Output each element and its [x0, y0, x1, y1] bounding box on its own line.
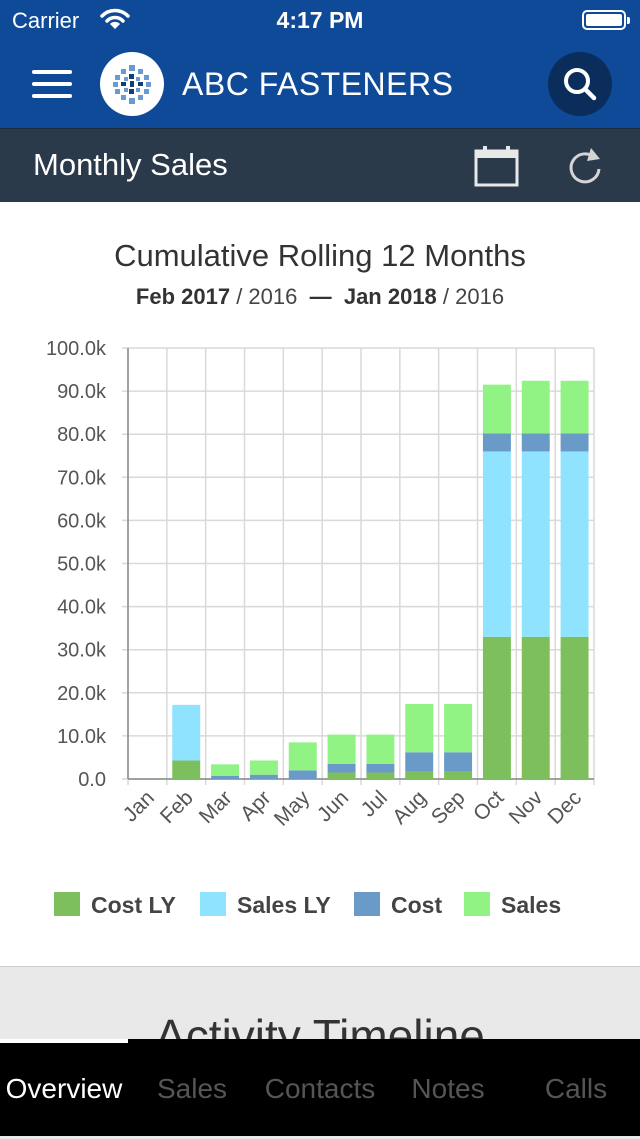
y-tick-label: 60.0k	[57, 510, 107, 532]
y-tick-label: 20.0k	[57, 683, 107, 705]
tab-notes[interactable]: Notes	[411, 1073, 485, 1104]
bar-segment	[444, 752, 473, 772]
range-start: Feb 2017	[135, 284, 231, 309]
logo-icon	[100, 52, 164, 116]
bar-segment	[444, 771, 473, 779]
bar-segment	[366, 763, 395, 773]
x-tick-label: Jan	[119, 786, 159, 826]
legend-swatch	[54, 892, 80, 916]
carrier-label: Carrier	[12, 8, 80, 33]
tab-overview[interactable]: Overview	[5, 1073, 123, 1104]
bar-segment	[327, 763, 356, 773]
bar-segment	[444, 704, 473, 753]
legend-swatch	[464, 892, 490, 916]
bar-segment	[521, 451, 550, 637]
legend-label: Sales LY	[237, 892, 331, 918]
bar-segment	[521, 433, 550, 452]
tab-calls[interactable]: Calls	[544, 1073, 608, 1104]
x-tick-label: Oct	[469, 786, 508, 825]
bar-segment	[560, 451, 589, 637]
stacked-bar-chart: 0.0 10.0k 20.0k 30.0k 40.0k 50.0k 60.0k 70.0k 80…	[46, 338, 595, 831]
y-tick-label: 0.0	[78, 769, 106, 791]
chart-title: Cumulative Rolling 12 Months	[114, 238, 526, 273]
bar-segment	[560, 433, 589, 452]
legend-label: Cost LY	[91, 892, 176, 918]
x-tick-label: Apr	[236, 786, 275, 825]
bar-segment	[172, 704, 201, 761]
bar-segment	[172, 760, 201, 779]
bar-segment	[482, 451, 511, 637]
x-tick-label: Nov	[505, 786, 548, 829]
brand-name: ABC FASTENERS	[182, 66, 454, 102]
top-nav-bar: ABC FASTENERS	[0, 40, 640, 128]
bar-segment	[405, 771, 434, 779]
calendar-icon[interactable]	[474, 145, 520, 192]
x-tick-label: Dec	[543, 786, 586, 829]
x-tick-label: Jul	[357, 786, 392, 821]
range-end-compare: / 2016	[436, 284, 505, 309]
bar-segment	[560, 636, 589, 779]
active-tab-indicator	[0, 1039, 128, 1043]
bar-segment	[327, 772, 356, 779]
y-tick-label: 30.0k	[57, 640, 107, 662]
bar-segment	[327, 734, 356, 764]
chart-legend: Cost LY Sales LY Cost Sales	[0, 890, 640, 920]
refresh-icon[interactable]	[566, 145, 606, 192]
sales-chart-card: Cumulative Rolling 12 Months Feb 2017 / …	[0, 202, 640, 967]
x-tick-label: Mar	[195, 786, 237, 828]
tab-sales[interactable]: Sales	[156, 1073, 228, 1104]
legend-swatch	[354, 892, 380, 916]
range-start-compare: / 2016	[230, 284, 298, 309]
y-tick-label: 80.0k	[57, 424, 107, 446]
y-tick-label: 90.0k	[57, 381, 107, 403]
page-header: Monthly Sales	[0, 128, 640, 203]
bar-segment	[521, 380, 550, 434]
y-tick-label: 40.0k	[57, 597, 107, 619]
x-tick-label: May	[270, 786, 315, 831]
bar-segment	[249, 760, 278, 775]
y-tick-label: 50.0k	[57, 554, 107, 576]
bar-segment	[366, 734, 395, 764]
bar-segment	[288, 742, 317, 771]
bar-segment	[288, 770, 317, 779]
tab-contacts[interactable]: Contacts	[264, 1073, 376, 1104]
bar-segment	[521, 636, 550, 779]
legend-swatch	[200, 892, 226, 916]
chart-date-range: Feb 2017 / 2016 — Jan 2018 / 2016	[0, 284, 640, 310]
range-end: Jan 2018	[343, 284, 437, 309]
bar-segment	[211, 764, 240, 776]
battery-icon	[582, 10, 630, 30]
search-button[interactable]	[548, 52, 612, 116]
x-tick-label: Aug	[388, 786, 431, 829]
y-tick-label: 70.0k	[57, 467, 107, 489]
bar-segment	[366, 772, 395, 779]
bar-segment	[560, 380, 589, 434]
search-icon	[564, 68, 597, 101]
activity-title: Activity Timeline	[155, 1010, 485, 1039]
page-title: Monthly Sales	[33, 147, 228, 182]
x-tick-label: Jun	[313, 786, 353, 826]
wifi-icon	[100, 8, 130, 35]
y-tick-label: 100.0k	[46, 338, 107, 360]
bottom-tab-bar: Overview Sales Contacts Notes Calls	[0, 1039, 640, 1136]
y-tick-label: 10.0k	[57, 726, 107, 748]
clock: 4:17 PM	[276, 7, 364, 33]
bar-segment	[482, 636, 511, 779]
range-dash: —	[309, 284, 332, 309]
bar-segment	[249, 774, 278, 779]
bar-segment	[482, 433, 511, 452]
bar-segment	[211, 775, 240, 779]
legend-label: Sales	[501, 892, 562, 918]
x-tick-label: Feb	[156, 786, 198, 828]
status-bar: Carrier 4:17 PM	[0, 0, 640, 40]
activity-section: Activity Timeline	[0, 967, 640, 1039]
legend-label: Cost	[391, 892, 443, 918]
bar-segment	[405, 704, 434, 753]
x-tick-label: Sep	[427, 786, 470, 829]
bar-segment	[482, 384, 511, 434]
bar-segment	[405, 752, 434, 772]
menu-icon[interactable]	[32, 70, 72, 98]
